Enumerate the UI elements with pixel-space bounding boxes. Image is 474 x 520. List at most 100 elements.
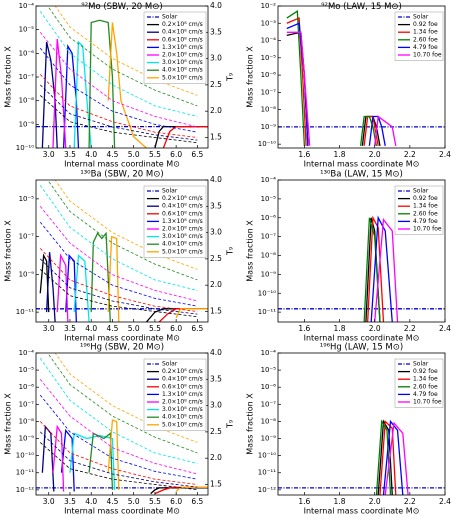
y-tick-label: 10⁻⁷ — [19, 233, 35, 241]
legend-label: 0.2×10⁸ cm/s — [162, 21, 203, 28]
x-tick-label: 6.0 — [170, 150, 182, 159]
y-tick-label: 10⁻⁹ — [261, 123, 277, 131]
abundance-line — [286, 31, 397, 146]
abundance-line — [56, 253, 69, 322]
legend-label: 3.0×10⁸ cm/s — [162, 59, 203, 66]
abundance-line — [374, 217, 399, 322]
temperature-line — [39, 74, 198, 138]
axes-frame — [277, 5, 446, 149]
legend-label: 4.0×10⁸ cm/s — [162, 414, 203, 421]
y-axis-label: Mass fraction X — [246, 220, 255, 282]
x-axis-label: Internal mass coordinate M⊙ — [304, 507, 420, 516]
x-tick-label: 6.5 — [191, 497, 203, 506]
x-tick-label: 5.0 — [128, 324, 140, 333]
x-tick-label: 6.0 — [170, 497, 182, 506]
temperature-line — [54, 6, 198, 96]
y2-tick-label: 2.0 — [210, 453, 222, 462]
panel: 3.0 3.5 4.0 4.5 5.0 5.5 6.0 6.5 10⁻¹² 10⁻¹¹ 10⁻¹⁰ 1… — [4, 343, 235, 516]
legend-label: 2.60 foe — [413, 36, 438, 43]
y-tick-label: 10⁻¹⁰ — [16, 452, 34, 460]
legend-label: 2.0×10⁸ cm/s — [162, 52, 203, 59]
x-axis-label: Internal mass coordinate M⊙ — [64, 160, 180, 169]
y2-tick-label: 3.5 — [210, 27, 222, 36]
x-tick-label: 5.5 — [149, 497, 161, 506]
x-tick-label: 1.6 — [298, 497, 310, 506]
legend-label: 0.2×10⁸ cm/s — [162, 195, 203, 202]
x-tick-label: 4.0 — [85, 324, 97, 333]
x-tick-label: 2.2 — [404, 324, 416, 333]
legend-label: Solar — [413, 14, 429, 21]
y-tick-label: 10⁻¹¹ — [258, 308, 276, 316]
y-tick-label: 10⁻⁷ — [19, 400, 35, 408]
abundance-line — [107, 419, 208, 492]
abundance-line — [379, 419, 397, 495]
temperature-line — [39, 95, 198, 144]
legend-label: 4.0×10⁸ cm/s — [162, 241, 203, 248]
y2-tick-label: 2.5 — [210, 254, 222, 263]
chart-title: ¹³⁰Ba (LAW, 15 M⊙) — [320, 170, 403, 180]
legend-label: 2.0×10⁸ cm/s — [162, 226, 203, 233]
legend-label: 2.0×10⁸ cm/s — [162, 399, 203, 406]
abundance-line — [52, 424, 65, 492]
panel: 3.0 3.5 4.0 4.5 5.0 5.5 6.0 6.5 10⁻¹¹ 10⁻⁹ 10⁻⁷ 10⁻… — [4, 170, 235, 343]
x-axis-label: Internal mass coordinate M⊙ — [64, 334, 180, 343]
abundance-line — [73, 40, 92, 148]
y-tick-label: 10⁻⁵ — [19, 366, 35, 374]
x-tick-label: 5.0 — [128, 497, 140, 506]
y-tick-label: 10⁻⁹ — [261, 435, 277, 443]
legend-label: 10.70 foe — [413, 399, 442, 406]
y-tick-label: 10⁻⁴ — [19, 349, 35, 357]
x-tick-label: 4.5 — [106, 497, 118, 506]
y-tick-label: 10⁻⁴ — [261, 349, 277, 357]
y2-tick-label: 2.0 — [210, 106, 222, 115]
plot-area — [278, 10, 445, 146]
temperature-line — [39, 442, 198, 491]
legend-label: 10.70 foe — [413, 52, 442, 59]
legend-box — [394, 358, 444, 408]
y2-tick-label: 2.5 — [210, 80, 222, 89]
x-tick-label: 5.5 — [149, 324, 161, 333]
x-tick-label: 1.6 — [298, 324, 310, 333]
abundance-line — [45, 252, 56, 322]
abundance-line — [384, 421, 409, 495]
x-axis-label: Internal mass coordinate M⊙ — [64, 507, 180, 516]
x-tick-label: 3.5 — [64, 497, 76, 506]
abundance-line — [107, 22, 147, 148]
y-tick-label: 10⁻⁵ — [261, 366, 277, 374]
abundance-line — [107, 235, 208, 322]
plot-area — [36, 180, 208, 322]
legend-label: 3.0×10⁸ cm/s — [162, 406, 203, 413]
y-tick-label: 10⁻¹⁰ — [258, 289, 276, 297]
y2-tick-label: 3.5 — [210, 374, 222, 383]
legend-label: 1.3×10⁸ cm/s — [162, 44, 203, 51]
y-tick-label: 10⁻⁵ — [19, 26, 35, 34]
y-tick-label: 10⁻¹⁰ — [258, 140, 276, 148]
legend-label: 1.3×10⁸ cm/s — [162, 391, 203, 398]
x-tick-label: 1.8 — [334, 150, 346, 159]
x-tick-label: 2.2 — [404, 497, 416, 506]
temperature-line — [39, 185, 198, 291]
plot-area — [278, 419, 445, 495]
legend-label: 3.0×10⁸ cm/s — [162, 233, 203, 240]
legend-label: 0.4×10⁸ cm/s — [162, 29, 203, 36]
temperature-line — [39, 206, 198, 302]
y-tick-label: 10⁻⁶ — [261, 383, 277, 391]
legend-label: 0.6×10⁸ cm/s — [162, 383, 203, 390]
legend-box — [143, 11, 207, 84]
panel: 3.0 3.5 4.0 4.5 5.0 5.5 6.0 6.5 10⁻¹⁰ 10⁻⁹ 10⁻⁸ 10⁻… — [4, 1, 235, 169]
temperature-line — [39, 258, 198, 315]
x-tick-label: 6.5 — [191, 150, 203, 159]
y2-tick-label: 4.0 — [210, 1, 222, 10]
y-tick-label: 10⁻¹¹ — [16, 308, 34, 316]
x-tick-label: 2.4 — [439, 497, 451, 506]
abundance-line — [286, 10, 378, 146]
x-tick-label: 4.5 — [106, 324, 118, 333]
y2-tick-label: 4.0 — [210, 175, 222, 184]
legend-label: 0.92 foe — [413, 195, 438, 202]
temperature-line — [39, 47, 198, 133]
legend-label: 4.0×10⁸ cm/s — [162, 67, 203, 74]
legend-label: 0.4×10⁸ cm/s — [162, 376, 203, 383]
